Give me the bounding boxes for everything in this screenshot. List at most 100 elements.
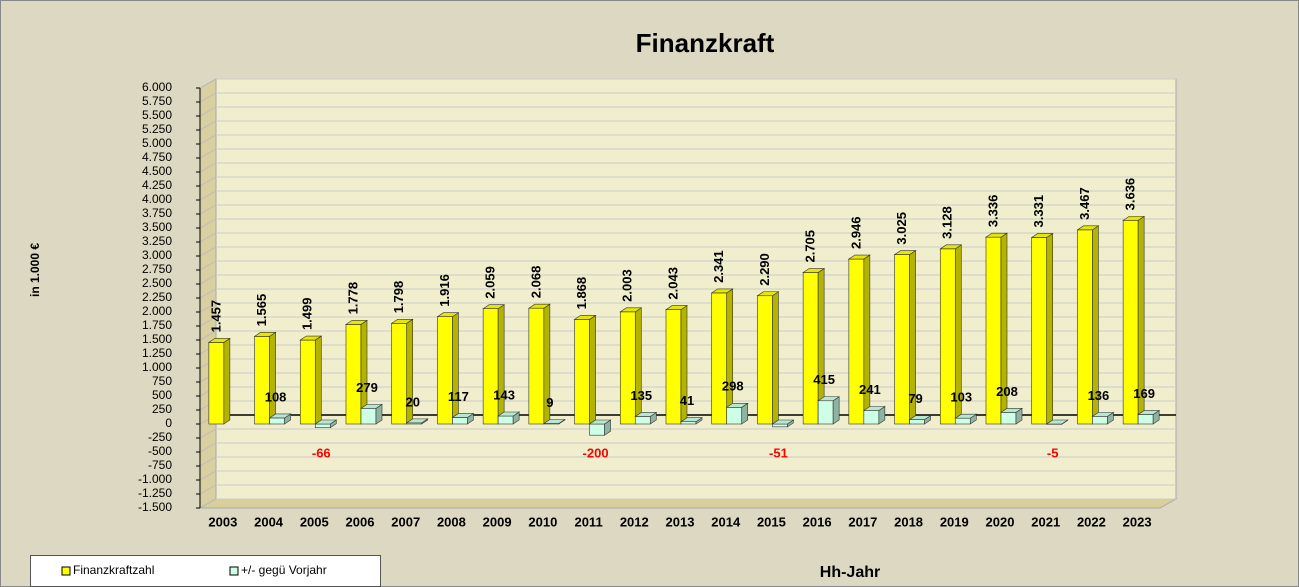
value-label: 41 (680, 393, 694, 408)
y-tick-label: 5.000 (142, 136, 172, 150)
value-label: -66 (312, 445, 331, 460)
value-label: 1.868 (574, 277, 589, 310)
grid-line (199, 428, 217, 439)
value-label: 1.798 (391, 281, 406, 314)
bar-front (863, 410, 880, 425)
bar-front (848, 258, 865, 425)
bar-side (314, 335, 322, 425)
grid-line (199, 148, 217, 159)
y-tick-label: 4.000 (142, 192, 172, 206)
value-label: -200 (583, 445, 609, 460)
x-tick-label: 2020 (986, 514, 1015, 529)
bar-front (817, 400, 834, 425)
chart-title: Finanzkraft (636, 28, 775, 58)
value-label: 208 (996, 384, 1018, 399)
bar-top (893, 250, 917, 255)
grid-line (199, 106, 217, 117)
bar-front (497, 415, 514, 425)
grid-line (199, 218, 217, 229)
x-tick-label: 2012 (620, 514, 649, 529)
y-tick-label: 5.750 (142, 94, 172, 108)
y-tick-label: 2.500 (142, 276, 172, 290)
y-tick-label: -250 (148, 430, 172, 444)
value-label: 136 (1088, 388, 1110, 403)
y-tick-label: 3.250 (142, 234, 172, 248)
value-label: 103 (950, 390, 972, 405)
x-tick-label: 2007 (391, 514, 420, 529)
x-tick-label: 2013 (666, 514, 695, 529)
x-tick-label: 2019 (940, 514, 969, 529)
bar-front (680, 421, 697, 425)
y-tick-label: 2.250 (142, 290, 172, 304)
y-tick-label: 5.500 (142, 108, 172, 122)
y-tick-label: 3.000 (142, 248, 172, 262)
bar-front (269, 417, 285, 425)
x-tick-label: 2015 (757, 514, 786, 529)
bar-top (710, 288, 734, 294)
value-label: 1.499 (300, 298, 315, 331)
y-tick-label: 1.250 (142, 346, 172, 360)
bar-top (908, 415, 932, 420)
x-tick-label: 2023 (1123, 514, 1152, 529)
grid-line (199, 442, 217, 453)
grid-line (199, 498, 217, 509)
value-label: 135 (630, 388, 652, 403)
x-tick-label: 2005 (300, 514, 329, 529)
grid-line (199, 330, 217, 341)
value-label: 3.467 (1077, 187, 1092, 220)
bar-top (680, 417, 703, 423)
bar-top (482, 304, 506, 309)
y-tick-label: 1.750 (142, 318, 172, 332)
value-label: 2.341 (711, 250, 726, 283)
grid-line (199, 456, 217, 467)
bar-top (573, 315, 597, 320)
grid-line (199, 274, 217, 285)
x-tick-label: 2006 (346, 514, 375, 529)
legend-swatch (61, 566, 71, 576)
y-tick-label: 4.500 (142, 164, 172, 178)
x-tick-label: 2010 (528, 514, 557, 529)
y-tick-label: -500 (148, 444, 172, 458)
value-label: 2.003 (620, 269, 635, 302)
bar-front (1031, 237, 1048, 425)
bar-top (436, 312, 460, 318)
y-tick-label: -1.500 (138, 500, 172, 514)
value-label: 169 (1133, 386, 1155, 401)
bar-top (360, 404, 383, 409)
bar-front (619, 311, 636, 425)
bar-front (757, 295, 773, 425)
bar-top (253, 332, 277, 337)
bar-top (1091, 412, 1115, 417)
y-tick-label: 5.250 (142, 122, 172, 136)
grid-line (199, 246, 217, 257)
bar-front (1092, 416, 1108, 425)
value-label: 1.565 (254, 294, 269, 327)
bar-front (1000, 412, 1017, 425)
y-tick-label: -750 (148, 458, 172, 472)
bar-front (1137, 414, 1154, 425)
bar-top (756, 291, 780, 297)
legend (30, 555, 381, 587)
bar-front (711, 292, 728, 425)
bar-top (207, 338, 231, 343)
value-label: -51 (769, 445, 788, 460)
bar-front (954, 417, 971, 425)
value-label: 3.636 (1123, 178, 1138, 211)
x-axis-label: Hh-Jahr (820, 564, 880, 581)
grid-line (199, 78, 217, 89)
bar-front (208, 342, 225, 425)
bar-front (254, 336, 270, 425)
bar-front (634, 416, 651, 425)
bar-top (1000, 408, 1023, 413)
bar-top (985, 232, 1008, 238)
bar-top (862, 406, 886, 411)
x-tick-label: 2017 (848, 514, 877, 529)
value-label: -5 (1047, 445, 1059, 460)
grid-line (199, 190, 217, 201)
value-label: 79 (908, 391, 922, 406)
bar-top (527, 303, 551, 309)
grid-line (199, 176, 217, 187)
x-tick-label: 2021 (1031, 514, 1060, 529)
y-tick-label: 1.000 (142, 360, 172, 374)
